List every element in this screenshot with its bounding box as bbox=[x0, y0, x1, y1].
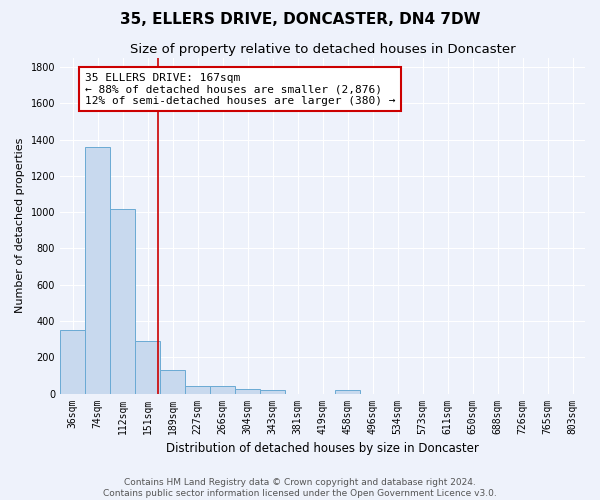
Bar bbox=[160, 370, 185, 394]
Bar bbox=[85, 147, 110, 394]
Bar bbox=[185, 386, 210, 394]
Text: 35, ELLERS DRIVE, DONCASTER, DN4 7DW: 35, ELLERS DRIVE, DONCASTER, DN4 7DW bbox=[120, 12, 480, 28]
Bar bbox=[135, 341, 160, 394]
Bar bbox=[235, 389, 260, 394]
Bar bbox=[210, 386, 235, 394]
Bar bbox=[335, 390, 360, 394]
Bar bbox=[260, 390, 285, 394]
Bar bbox=[60, 330, 85, 394]
Text: 35 ELLERS DRIVE: 167sqm
← 88% of detached houses are smaller (2,876)
12% of semi: 35 ELLERS DRIVE: 167sqm ← 88% of detache… bbox=[85, 72, 395, 106]
Title: Size of property relative to detached houses in Doncaster: Size of property relative to detached ho… bbox=[130, 42, 515, 56]
Bar bbox=[110, 208, 135, 394]
X-axis label: Distribution of detached houses by size in Doncaster: Distribution of detached houses by size … bbox=[166, 442, 479, 455]
Text: Contains HM Land Registry data © Crown copyright and database right 2024.
Contai: Contains HM Land Registry data © Crown c… bbox=[103, 478, 497, 498]
Y-axis label: Number of detached properties: Number of detached properties bbox=[15, 138, 25, 314]
